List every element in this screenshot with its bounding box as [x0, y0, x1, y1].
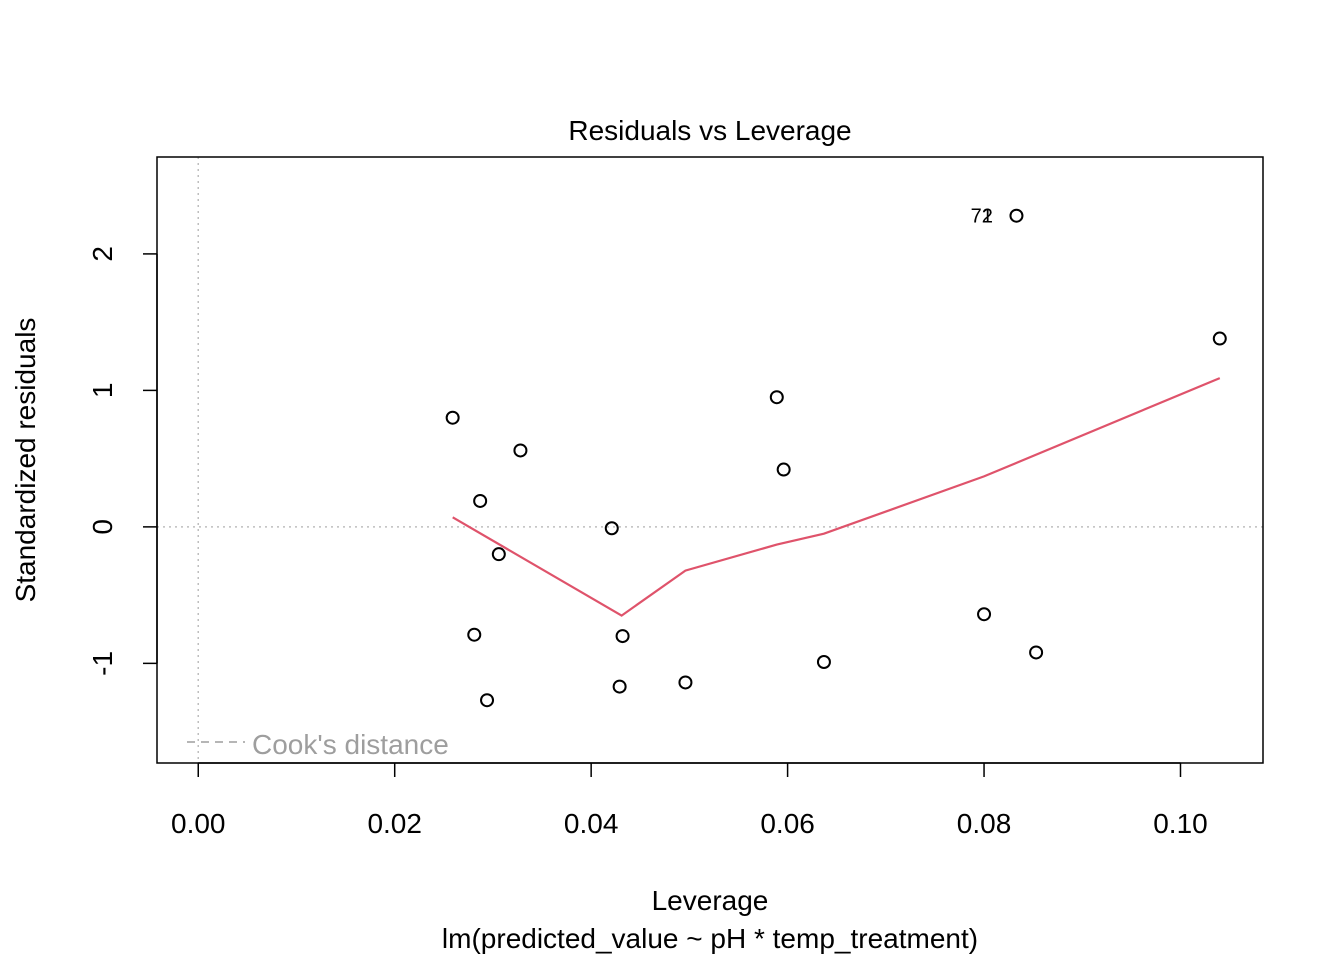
data-point: [473, 493, 488, 508]
y-tick-label: 0: [87, 519, 118, 535]
data-point: [1212, 331, 1227, 346]
data-point: [491, 547, 506, 562]
x-axis-subtitle: lm(predicted_value ~ pH * temp_treatment…: [442, 923, 978, 954]
data-point: [1029, 645, 1044, 660]
chart-title: Residuals vs Leverage: [568, 115, 851, 146]
x-tick-label: 0.02: [367, 808, 422, 839]
x-tick-label: 0.04: [564, 808, 619, 839]
x-axis: 0.00 0.02 0.04 0.06 0.08 0.10: [171, 762, 1208, 839]
points-layer: [445, 208, 1227, 708]
y-axis: -1 0 1 2: [87, 246, 158, 676]
data-point: [480, 693, 495, 708]
data-point: [816, 655, 831, 669]
x-tick-label: 0.00: [171, 808, 226, 839]
smooth-layer: [452, 377, 1221, 617]
data-point: [769, 390, 784, 405]
data-point: [612, 679, 627, 694]
data-point: [445, 410, 460, 425]
data-point: [776, 462, 791, 477]
y-tick-label: -1: [87, 651, 118, 676]
data-point: [1009, 208, 1024, 223]
data-point: [513, 443, 528, 458]
y-tick-label: 2: [87, 246, 118, 262]
data-point: [467, 627, 482, 642]
x-tick-label: 0.10: [1153, 808, 1208, 839]
x-tick-label: 0.08: [957, 808, 1012, 839]
data-point: [615, 629, 630, 644]
reference-lines: [157, 157, 1263, 763]
legend-label: Cook's distance: [252, 729, 449, 760]
legend: Cook's distance: [187, 729, 449, 760]
point-labels-layer: 721: [971, 206, 993, 228]
y-axis-label: Standardized residuals: [10, 318, 41, 603]
y-tick-label: 1: [87, 383, 118, 399]
point-label: 1: [982, 206, 993, 228]
data-point: [678, 675, 693, 690]
x-tick-label: 0.06: [760, 808, 815, 839]
plot-frame: [156, 156, 1264, 764]
smooth-line: [452, 377, 1221, 617]
data-point: [604, 521, 619, 536]
point-label: 72: [971, 206, 993, 228]
data-point: [977, 607, 992, 622]
x-axis-label: Leverage: [652, 885, 769, 916]
